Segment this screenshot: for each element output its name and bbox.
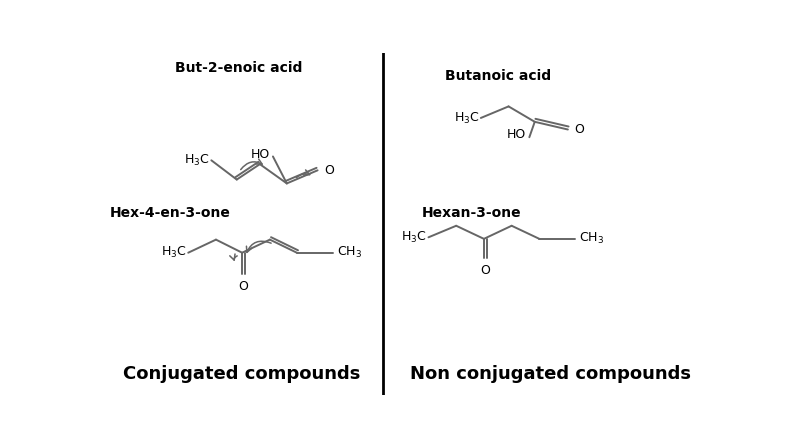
Text: Hex-4-en-3-one: Hex-4-en-3-one (110, 206, 230, 220)
Text: HO: HO (507, 128, 526, 141)
Text: HO: HO (250, 148, 270, 161)
Text: H$_3$C: H$_3$C (454, 111, 479, 126)
Text: H$_3$C: H$_3$C (402, 230, 427, 245)
Text: O: O (238, 281, 248, 293)
Text: Non conjugated compounds: Non conjugated compounds (410, 365, 691, 383)
Text: O: O (574, 123, 584, 136)
Text: But-2-enoic acid: But-2-enoic acid (175, 61, 302, 75)
Text: CH$_3$: CH$_3$ (578, 231, 604, 246)
Text: H$_3$C: H$_3$C (161, 245, 186, 260)
Text: Butanoic acid: Butanoic acid (445, 69, 550, 83)
Text: CH$_3$: CH$_3$ (337, 245, 362, 260)
Text: O: O (324, 164, 334, 177)
Text: Hexan-3-one: Hexan-3-one (422, 206, 521, 220)
Text: H$_3$C: H$_3$C (184, 153, 210, 168)
Text: Conjugated compounds: Conjugated compounds (123, 365, 361, 383)
Text: O: O (480, 264, 490, 277)
